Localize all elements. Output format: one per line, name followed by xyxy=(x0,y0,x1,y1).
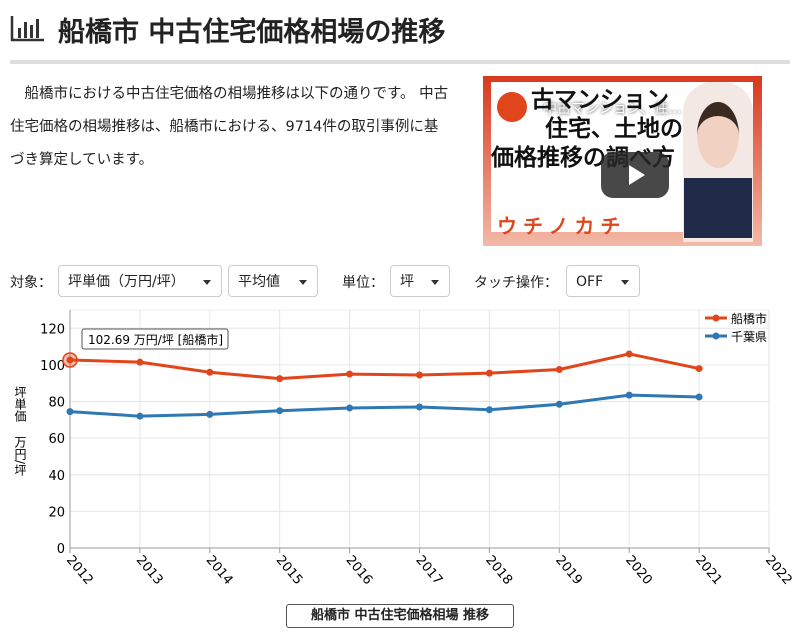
data-point xyxy=(206,410,214,418)
y-tick-label: 0 xyxy=(57,542,65,557)
data-point xyxy=(66,356,74,364)
play-button[interactable] xyxy=(601,152,669,198)
data-point xyxy=(346,370,354,378)
target-label: 対象： xyxy=(10,275,52,291)
unit-select[interactable]: 坪 xyxy=(390,265,450,297)
data-point xyxy=(206,368,214,376)
data-point xyxy=(136,412,144,420)
legend-dot xyxy=(712,332,720,340)
y-tick-label: 80 xyxy=(48,396,65,411)
y-tick-label: 60 xyxy=(48,432,65,447)
y-axis-label: 坪単価 xyxy=(13,386,27,422)
data-point xyxy=(695,393,703,401)
y-axis-unit: 万円/坪 xyxy=(13,436,27,476)
data-point xyxy=(485,406,493,414)
channel-icon xyxy=(497,92,527,122)
tooltip-text: 102.69 万円/坪 [船橋市] xyxy=(88,332,223,347)
data-point xyxy=(485,369,493,377)
series-line xyxy=(69,352,700,381)
data-point xyxy=(276,375,284,383)
intro-text: 船橋市における中古住宅価格の相場推移は以下の通りです。 中古住宅価格の相場推移は… xyxy=(10,86,449,168)
x-tick-label: 2012 xyxy=(63,553,96,588)
legend-label: 千葉県 xyxy=(731,330,767,344)
x-tick-label: 2015 xyxy=(273,553,306,588)
highlight-point xyxy=(62,352,78,368)
chart-title: 船橋市 中古住宅価格相場 推移 xyxy=(286,604,514,628)
x-tick-label: 2020 xyxy=(622,553,655,588)
x-tick-label: 2019 xyxy=(552,553,585,588)
caption-line: 古マンション xyxy=(531,87,669,113)
video-thumbnail[interactable]: 中古マンション、住... 古マンション 住宅、土地の 価格推移の調べ方 ウチノカ… xyxy=(483,76,762,246)
x-tick-label: 2018 xyxy=(482,553,515,588)
data-point xyxy=(625,391,633,399)
data-point xyxy=(555,400,563,408)
data-point xyxy=(136,358,144,366)
data-point xyxy=(555,366,563,373)
page-title: 船橋市 中古住宅価格相場の推移 xyxy=(58,17,446,48)
legend-label: 船橋市 xyxy=(731,311,767,326)
y-tick-label: 120 xyxy=(40,322,65,337)
unit-label: 単位： xyxy=(342,275,384,291)
data-point xyxy=(416,371,423,379)
y-tick-label: 100 xyxy=(40,359,65,374)
caption-line: 住宅、土地の xyxy=(545,116,683,142)
x-tick-label: 2013 xyxy=(133,553,166,588)
touch-label: タッチ操作： xyxy=(474,275,558,291)
y-tick-label: 40 xyxy=(48,469,65,484)
x-tick-label: 2014 xyxy=(203,553,236,588)
data-point xyxy=(625,350,633,358)
tooltip-box xyxy=(81,328,229,350)
target-select[interactable]: 坪単価（万円/坪） xyxy=(58,265,222,297)
person-figure xyxy=(683,82,753,242)
title-rule xyxy=(10,60,790,64)
chart: 0 20 40 60 80 100 120 2012 2013 2014 2015 2016 2017 2… xyxy=(13,309,795,588)
data-point xyxy=(66,408,74,416)
touch-select[interactable]: OFF xyxy=(566,265,640,297)
data-point xyxy=(416,403,423,411)
data-point xyxy=(276,407,284,415)
brand: ウチノカチ xyxy=(497,214,627,238)
data-point xyxy=(695,365,703,373)
data-point xyxy=(346,404,354,412)
series-line xyxy=(69,393,700,418)
stat-select[interactable]: 平均値 xyxy=(228,265,318,297)
x-tick-label: 2017 xyxy=(412,553,445,588)
x-tick-label: 2021 xyxy=(692,553,725,588)
x-tick-label: 2016 xyxy=(343,553,376,588)
y-tick-label: 20 xyxy=(48,505,65,520)
video-title: 中古マンション、住... xyxy=(543,101,682,117)
x-tick-label: 2022 xyxy=(762,553,795,588)
legend-dot xyxy=(712,314,720,322)
chart-icon xyxy=(10,16,44,42)
